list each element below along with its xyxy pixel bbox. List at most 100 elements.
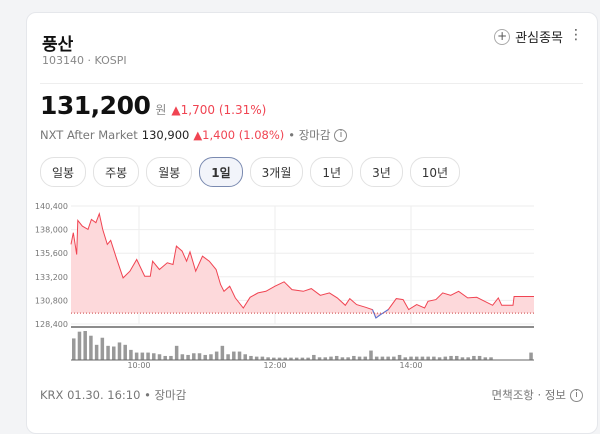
tab-2[interactable]: 월봉 — [146, 157, 193, 187]
volume-bar — [403, 357, 408, 360]
volume-bar — [449, 355, 453, 360]
period-tabs: 일봉 주봉 월봉 1일 3개월 1년 3년 10년 — [40, 157, 461, 187]
volume-bar — [163, 355, 167, 360]
x-tick-label: 10:00 — [127, 361, 150, 370]
stock-code: 103140 · KOSPI — [42, 54, 127, 67]
volume-bar — [146, 352, 150, 360]
volume-bar — [83, 331, 87, 360]
volume-bar — [323, 357, 328, 360]
watch-label: 관심종목 — [515, 31, 563, 46]
current-price: 131,200 — [40, 91, 151, 120]
volume-bar — [426, 356, 430, 360]
volume-bar — [432, 356, 436, 360]
y-tick-label: 140,400 — [35, 202, 68, 211]
volume-bar — [289, 357, 293, 360]
volume-bar — [157, 354, 162, 360]
volume-bar — [203, 354, 207, 360]
volume-bar — [197, 353, 202, 360]
volume-bar — [437, 357, 442, 360]
volume-bar — [386, 356, 390, 360]
y-tick-label: 130,800 — [35, 296, 68, 305]
volume-bar — [346, 357, 350, 360]
volume-bar — [272, 357, 276, 360]
tab-7[interactable]: 10년 — [409, 157, 461, 187]
volume-bar — [237, 351, 242, 360]
volume-bar — [483, 357, 488, 360]
volume-bar — [414, 356, 419, 360]
info-icon: i — [570, 388, 583, 402]
volume-bar — [209, 354, 213, 360]
volume-bar — [317, 357, 322, 360]
volume-bar — [340, 357, 345, 360]
price-line — [70, 211, 534, 319]
volume-bar — [363, 356, 368, 360]
more-vertical-icon[interactable]: ⋮ — [569, 27, 583, 43]
tab-3[interactable]: 1일 — [199, 157, 243, 187]
tab-0[interactable]: 일봉 — [40, 157, 87, 187]
volume-bar — [232, 351, 236, 360]
volume-bar — [277, 357, 282, 360]
tab-6[interactable]: 3년 — [360, 157, 403, 187]
volume-bar — [152, 353, 156, 360]
volume-bar — [460, 357, 465, 360]
volume-bar — [254, 356, 259, 360]
market-status: • 장마감 — [288, 128, 331, 142]
currency-unit: 원 — [155, 103, 167, 117]
code: 103140 — [42, 54, 84, 67]
volume-bar — [140, 352, 145, 360]
volume-bar — [243, 354, 247, 360]
volume-bar — [106, 345, 110, 360]
volume-bar — [369, 350, 373, 360]
volume-bar — [94, 344, 99, 360]
y-tick-label: 133,200 — [35, 273, 68, 282]
volume-bar — [112, 346, 116, 360]
y-tick-label: 135,600 — [35, 249, 68, 258]
info-icon[interactable]: i — [334, 128, 348, 142]
disclaimer-label: 면책조항 · 정보 — [491, 388, 566, 402]
volume-bar — [312, 354, 316, 360]
plus-icon: + — [494, 28, 511, 45]
volume-bar — [352, 355, 356, 360]
volume-bar — [117, 342, 122, 360]
volume-bar — [392, 356, 396, 360]
volume-bar — [294, 357, 299, 360]
x-tick-label: 14:00 — [399, 361, 422, 370]
volume-bar — [283, 357, 288, 360]
volume-bar — [300, 357, 305, 360]
add-watchlist-button[interactable]: + 관심종목 — [494, 27, 563, 46]
volume-bar — [443, 356, 448, 360]
footer-timestamp: KRX 01.30. 16:10 • 장마감 — [40, 388, 187, 402]
volume-bar — [454, 355, 459, 360]
volume-bar — [397, 354, 402, 360]
market: KOSPI — [94, 54, 127, 67]
volume-bar — [409, 356, 413, 360]
tab-1[interactable]: 주봉 — [93, 157, 140, 187]
volume-bar — [420, 356, 425, 360]
volume-bar — [89, 335, 93, 360]
volume-bar — [226, 354, 230, 360]
volume-bar — [180, 354, 185, 360]
tab-5[interactable]: 1년 — [310, 157, 354, 187]
volume-bar — [169, 355, 173, 360]
volume-bar — [72, 338, 76, 360]
stock-card: 풍산 103140 · KOSPI + 관심종목 ⋮ 131,200 원 ▲1,7… — [26, 12, 598, 434]
price-line-below-close — [372, 309, 389, 319]
volume-bar — [266, 357, 270, 360]
volume-bar — [129, 349, 133, 360]
volume-bar — [357, 356, 362, 360]
volume-bar — [220, 345, 225, 360]
disclaimer-link[interactable]: 면책조항 · 정보 i — [492, 387, 583, 403]
tab-4[interactable]: 3개월 — [249, 157, 304, 187]
volume-bar — [134, 352, 139, 360]
volume-bar — [123, 344, 127, 360]
stock-name: 풍산 — [42, 35, 74, 55]
nxt-price: 130,900 — [141, 128, 190, 142]
y-tick-label: 138,000 — [35, 226, 68, 235]
volume-bar — [192, 353, 196, 360]
divider — [40, 83, 583, 84]
price-chart: 140,400 138,000 135,600 133,200 130,800 128,4… — [35, 202, 534, 370]
volume-bar — [77, 331, 82, 360]
price-change: ▲1,700 (1.31%) — [171, 103, 267, 117]
volume-bar — [329, 356, 333, 360]
volume-bar — [306, 357, 310, 360]
